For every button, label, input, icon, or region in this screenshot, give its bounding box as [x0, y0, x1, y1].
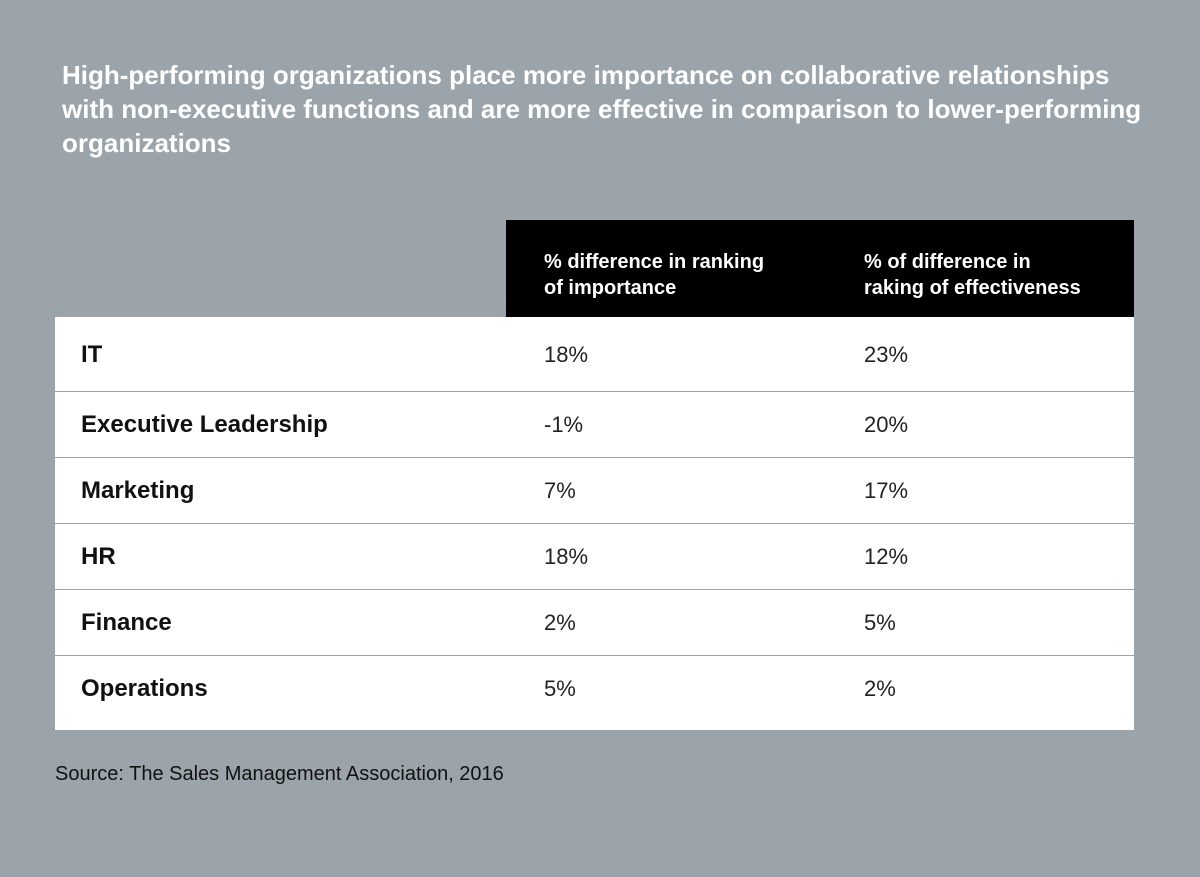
table-row: Executive Leadership -1% 20%: [55, 392, 1134, 458]
column-header-effectiveness-line2: raking of effectiveness: [864, 277, 1081, 299]
row-label: IT: [81, 341, 103, 368]
importance-value: 7%: [544, 477, 576, 503]
effectiveness-value: 20%: [864, 411, 909, 437]
table-header: % difference in ranking of importance % …: [55, 220, 1134, 317]
row-label: Operations: [81, 675, 208, 702]
column-header-importance-line2: of importance: [544, 277, 677, 299]
importance-value: 5%: [544, 676, 576, 701]
table-row: Operations 5% 2%: [55, 656, 1134, 722]
table-row: Marketing 7% 17%: [55, 458, 1134, 524]
header-spacer: [55, 220, 506, 317]
effectiveness-value: 2%: [864, 676, 896, 701]
column-header-effectiveness-line1: % of difference in: [864, 251, 1031, 273]
row-label: Finance: [81, 608, 172, 636]
importance-value: 18%: [544, 543, 589, 569]
table-row: Finance 2% 5%: [55, 590, 1134, 656]
importance-value: 2%: [544, 609, 576, 635]
table-body: IT 18% 23% Executive Leadership -1% 20% …: [55, 317, 1134, 730]
importance-value: 18%: [544, 342, 589, 367]
chart-title: High-performing organizations place more…: [62, 60, 1142, 158]
effectiveness-value: 12%: [864, 543, 909, 569]
column-header-effectiveness: % of difference in raking of effectivene…: [826, 220, 1134, 317]
effectiveness-value: 5%: [864, 609, 896, 635]
effectiveness-value: 23%: [864, 342, 909, 367]
importance-value: -1%: [544, 411, 584, 437]
source-note: Source: The Sales Management Association…: [55, 763, 504, 785]
effectiveness-value: 17%: [864, 477, 909, 503]
row-label: Marketing: [81, 476, 195, 504]
table-row: HR 18% 12%: [55, 524, 1134, 590]
header-block: % difference in ranking of importance % …: [506, 220, 1134, 317]
table-row: IT 18% 23%: [55, 317, 1134, 392]
row-label: HR: [81, 542, 116, 570]
column-header-importance-line1: % difference in ranking: [544, 251, 765, 273]
row-label: Executive Leadership: [81, 410, 328, 438]
column-header-importance: % difference in ranking of importance: [506, 220, 826, 317]
data-table: % difference in ranking of importance % …: [55, 220, 1134, 730]
